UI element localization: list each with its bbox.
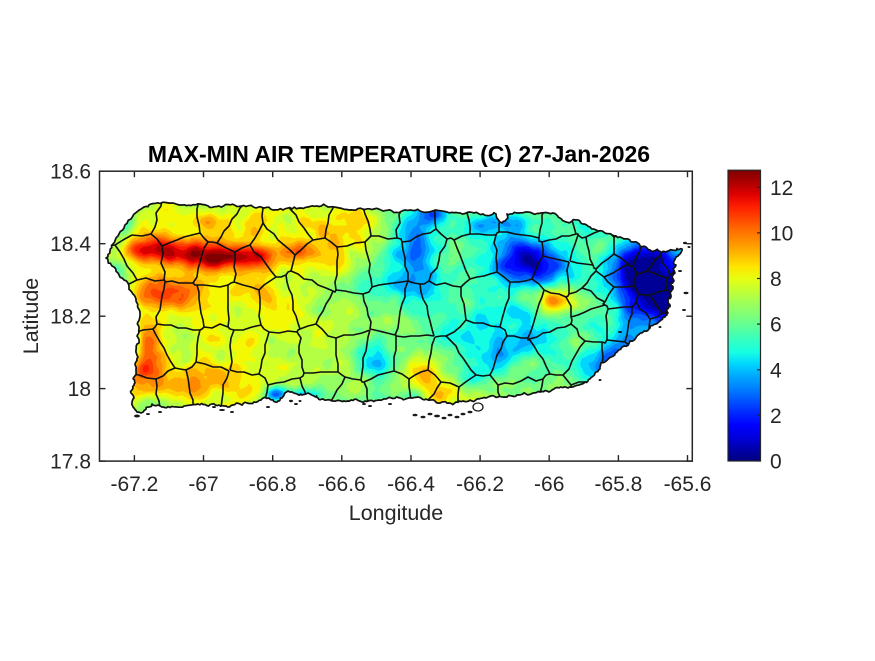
- svg-text:0: 0: [770, 451, 782, 474]
- svg-text:18.6: 18.6: [50, 161, 91, 184]
- svg-text:-66.4: -66.4: [387, 473, 435, 496]
- svg-text:-67: -67: [188, 473, 218, 496]
- svg-text:18.4: 18.4: [50, 233, 91, 256]
- svg-text:8: 8: [770, 268, 782, 291]
- svg-text:18.2: 18.2: [50, 306, 91, 329]
- svg-text:18: 18: [68, 378, 91, 401]
- svg-text:4: 4: [770, 359, 782, 382]
- svg-text:2: 2: [770, 405, 782, 428]
- svg-text:10: 10: [770, 222, 793, 245]
- svg-text:6: 6: [770, 314, 782, 337]
- svg-text:Latitude: Latitude: [19, 278, 43, 355]
- svg-text:-66.6: -66.6: [318, 473, 366, 496]
- svg-text:12: 12: [770, 177, 793, 200]
- svg-text:-66: -66: [534, 473, 564, 496]
- svg-text:Longitude: Longitude: [349, 501, 443, 525]
- svg-text:-66.2: -66.2: [456, 473, 504, 496]
- svg-text:MAX-MIN AIR TEMPERATURE (C) 27: MAX-MIN AIR TEMPERATURE (C) 27-Jan-2026: [148, 141, 650, 167]
- svg-text:17.8: 17.8: [50, 451, 91, 474]
- svg-text:-65.8: -65.8: [594, 473, 642, 496]
- svg-text:-67.2: -67.2: [110, 473, 158, 496]
- svg-text:-66.8: -66.8: [249, 473, 297, 496]
- svg-text:-65.6: -65.6: [664, 473, 712, 496]
